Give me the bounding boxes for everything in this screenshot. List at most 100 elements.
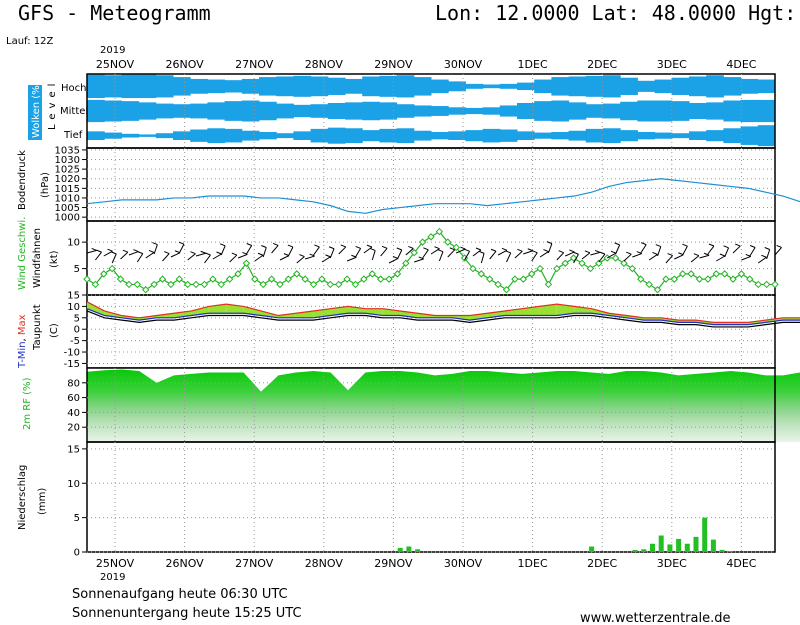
wind-barb-flag [152,242,158,246]
wind-barb [103,250,113,257]
wind-speed-marker [729,275,737,283]
pressure-line [86,178,800,214]
clouds-label: Wolken (%) [31,81,42,138]
temp-range-fill [87,301,105,316]
wind-barb-flag [478,250,485,254]
wind-barb [329,248,335,259]
cloud-cell [637,100,656,122]
level-low: Tief [63,130,83,141]
temp-range-fill [539,304,557,316]
level-mid: Mittel [60,106,88,117]
y-tick-label: -5 [70,336,80,347]
wind-speed-marker [511,275,519,283]
wind-speed-marker [620,259,628,267]
cloud-cell [276,133,294,139]
wind-barb-flag [366,244,373,248]
cloud-cell [603,103,621,119]
cloud-cell [310,76,329,97]
cloud-cell [155,133,174,139]
cloud-cell [327,102,346,120]
wind-speed-marker [695,275,704,283]
wind-barb-flag [501,247,508,251]
date-label-top: 27NOV [235,58,274,71]
wind-barb [615,244,621,255]
wind-barb [204,254,211,264]
wind-barb-flag [776,244,782,248]
cloud-cell [241,78,260,94]
wind-barb [313,246,320,256]
cloud-cell [499,83,518,89]
wind-barb-flag [370,247,376,251]
wind-barb-flag [355,245,361,249]
wind-barb [86,249,97,254]
wind-barb-flag [652,251,658,255]
cloud-cell [190,129,208,142]
wind-barb-flag [723,245,729,249]
temp-label: T-Min, Max [17,314,28,369]
date-label-top: 1DEC [518,58,548,71]
cloud-cell [431,79,449,94]
wind-speed-marker [595,259,603,267]
wind-barb-flag [96,249,102,253]
date-label-top: 4DEC [726,58,756,71]
wind-speed-marker [175,275,183,283]
wind-speed-marker [402,259,410,267]
cloud-cell [345,78,363,94]
wind-speed-marker [754,280,762,289]
wind-barb [254,254,264,262]
y-tick-label: 1010 [55,193,80,204]
wind-barb-flag [314,244,320,248]
wind-barb-flag [543,249,549,253]
date-label-bottom: 3DEC [657,557,687,570]
date-label-top: 25NOV [96,58,135,71]
wind-barb [346,256,357,262]
cloud-cell [740,99,759,123]
wind-barb-flag [584,250,591,254]
wind-speed-marker [527,270,536,278]
wind-speed-marker [486,275,494,283]
precip-bar [589,546,595,552]
cloud-cell [310,128,329,143]
wind-barb-flag [272,242,279,246]
wind-barb-flag [392,255,399,259]
y-tick-label: -15 [64,359,80,370]
cloud-cell [207,102,226,120]
wind-barb-flag [558,250,564,254]
wind-barb [245,245,253,255]
dewpoint-label: Taupunkt [32,304,43,351]
wind-speed-marker [544,280,553,289]
cloud-cell [568,76,587,97]
wind-barb [531,252,538,262]
wind-barb [388,258,399,264]
wind-speed-marker [679,270,687,278]
wind-panel: 5 10 [67,220,782,296]
date-label-bottom: 25NOV [96,557,135,570]
temp-min-line [86,308,800,326]
cloud-cell [482,84,501,89]
cloud-cell [740,126,759,145]
y-tick-label: 10 [67,238,80,249]
site-link[interactable]: www.wetterzentrale.de [580,611,730,625]
wind-barb-flag [626,251,632,255]
cloud-cell [276,76,294,97]
wind-speed-marker [351,280,360,289]
date-label-bottom: 1DEC [518,557,548,570]
wind-barb-label: Windfahnen [32,228,43,288]
cloud-cell [121,133,140,138]
wind-barb [455,248,466,254]
wind-barb [623,253,632,262]
sunset-text: Sonnenuntergang heute 15:25 UTC [72,606,302,621]
year-top: 2019 [100,45,125,56]
cloud-cell [104,132,122,139]
temp-comma: , [17,335,28,341]
cloud-cell [138,134,157,137]
cloud-cell [448,107,466,115]
y-tick-label: 0 [74,548,80,559]
wind-barb-flag [682,243,688,247]
wind-speed-marker [746,275,754,283]
wind-speed-marker [276,280,284,289]
wind-barb-flag [111,251,117,255]
wind-barb [690,255,700,263]
wind-speed-label: Wind Geschwi. [17,217,28,290]
cloud-cell [534,101,552,121]
